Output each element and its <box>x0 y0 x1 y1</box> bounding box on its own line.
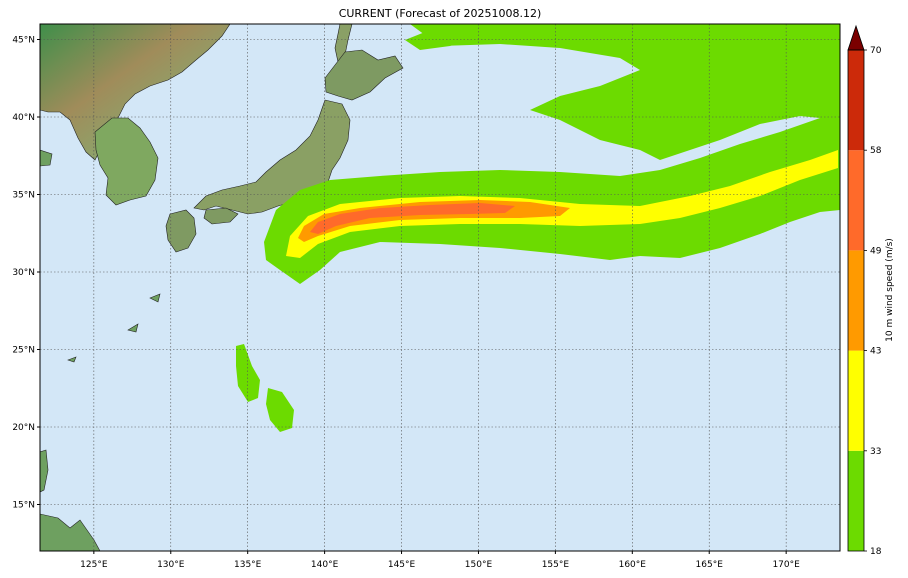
lat-tick-label: 40°N <box>12 113 35 123</box>
colorbar-segment <box>848 450 864 551</box>
wind-region-18-33-swath <box>264 110 840 284</box>
colorbar-tick-label: 70 <box>870 46 882 56</box>
wind-region-49-58 <box>310 203 515 234</box>
colorbar-tick-label: 43 <box>870 347 881 357</box>
colorbar-segment <box>848 150 864 251</box>
colorbar-segment <box>848 350 864 451</box>
colorbar-tick-label: 49 <box>870 246 882 256</box>
philippines-landmass <box>40 513 101 551</box>
colorbar-segment <box>848 250 864 351</box>
colorbar-extend-arrow <box>847 24 865 51</box>
wind-region-18-33-patches <box>598 104 730 134</box>
map-gridlines <box>40 24 840 551</box>
longitude-axis: 125°E 130°E 135°E 140°E 145°E 150°E 155°E 160°E… <box>80 551 800 570</box>
lon-tick-label: 160°E <box>619 560 647 570</box>
ryukyu-islands <box>67 293 161 363</box>
lat-tick-label: 25°N <box>12 346 35 356</box>
hokkaido-landmass <box>324 49 404 101</box>
lon-tick-label: 140°E <box>311 560 339 570</box>
korea-landmass <box>94 117 159 206</box>
lon-tick-label: 135°E <box>234 560 262 570</box>
shikoku-landmass <box>203 207 239 225</box>
honshu-landmass <box>193 99 351 215</box>
lon-tick-label: 155°E <box>542 560 570 570</box>
lon-tick-label: 125°E <box>80 560 108 570</box>
kyushu-landmass <box>165 209 197 253</box>
colorbar-label: 10 m wind speed (m/s) <box>885 238 895 342</box>
colorbar-tick-label: 58 <box>870 146 882 156</box>
taiwan-landmass <box>40 449 49 493</box>
china-coast-landmass <box>40 149 53 167</box>
lat-tick-label: 30°N <box>12 268 35 278</box>
colorbar-tick-label: 33 <box>870 447 881 457</box>
lon-tick-label: 165°E <box>696 560 724 570</box>
lat-tick-label: 15°N <box>12 501 35 511</box>
latitude-axis: 15°N 20°N 25°N 30°N 35°N 40°N 45°N <box>12 36 40 511</box>
colorbar-frame <box>847 49 865 552</box>
lon-tick-label: 130°E <box>157 560 185 570</box>
lon-tick-label: 150°E <box>465 560 493 570</box>
wind-region-18-33-far-north <box>405 28 480 50</box>
lat-tick-label: 20°N <box>12 423 35 433</box>
map-frame <box>39 23 841 552</box>
map-title: CURRENT (Forecast of 20251008.12) <box>338 7 542 20</box>
colorbar-tick-label: 18 <box>870 547 882 557</box>
wind-region-18-33-south-patches <box>236 344 294 432</box>
colorbar-segment <box>848 50 864 151</box>
wind-region-33-43 <box>286 150 838 258</box>
wind-region-18-33-northeast <box>410 24 840 160</box>
lat-tick-label: 35°N <box>12 191 35 201</box>
colorbar: 18 33 43 49 58 70 <box>847 24 882 557</box>
lon-tick-label: 145°E <box>388 560 416 570</box>
lat-tick-label: 45°N <box>12 36 35 46</box>
lon-tick-label: 170°E <box>772 560 800 570</box>
